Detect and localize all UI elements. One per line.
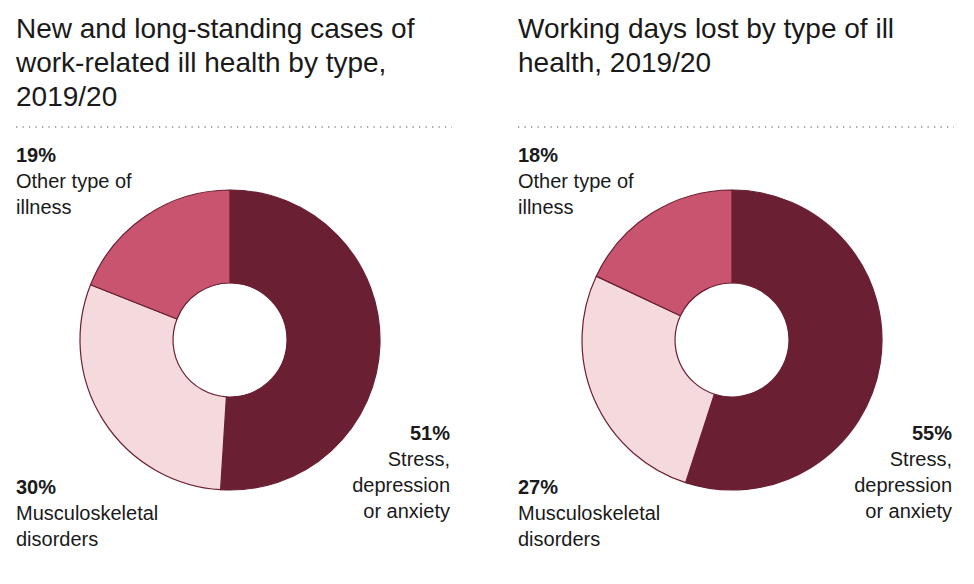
category-label: Other type of illness (518, 170, 634, 218)
category-label: Stress, depression or anxiety (352, 448, 450, 522)
slice-label: 18%Other type of illness (518, 142, 648, 220)
title-separator (518, 126, 954, 127)
slice-label: 30%Musculoskeletal disorders (16, 474, 206, 552)
value-label: 51% (330, 420, 450, 446)
value-label: 18% (518, 142, 648, 168)
category-label: Musculoskeletal disorders (518, 502, 660, 550)
chart-canvas (0, 0, 974, 584)
category-label: Other type of illness (16, 170, 132, 218)
donut-slice (596, 190, 732, 316)
chart-title: Working days lost by type of ill health,… (518, 12, 963, 80)
donut-slice (80, 285, 226, 490)
slice-label: 55%Stress, depression or anxiety (832, 420, 952, 524)
title-separator (16, 126, 452, 127)
category-label: Musculoskeletal disorders (16, 502, 158, 550)
value-label: 55% (832, 420, 952, 446)
value-label: 30% (16, 474, 206, 500)
category-label: Stress, depression or anxiety (854, 448, 952, 522)
donut (582, 190, 882, 490)
chart-title: New and long-standing cases of work-rela… (16, 12, 461, 114)
value-label: 27% (518, 474, 708, 500)
donut-slice (91, 190, 230, 319)
value-label: 19% (16, 142, 146, 168)
donut-slice (582, 276, 714, 483)
slice-label: 51%Stress, depression or anxiety (330, 420, 450, 524)
slice-label: 19%Other type of illness (16, 142, 146, 220)
slice-label: 27%Musculoskeletal disorders (518, 474, 708, 552)
donut (80, 190, 380, 490)
donut-slice (221, 190, 380, 490)
